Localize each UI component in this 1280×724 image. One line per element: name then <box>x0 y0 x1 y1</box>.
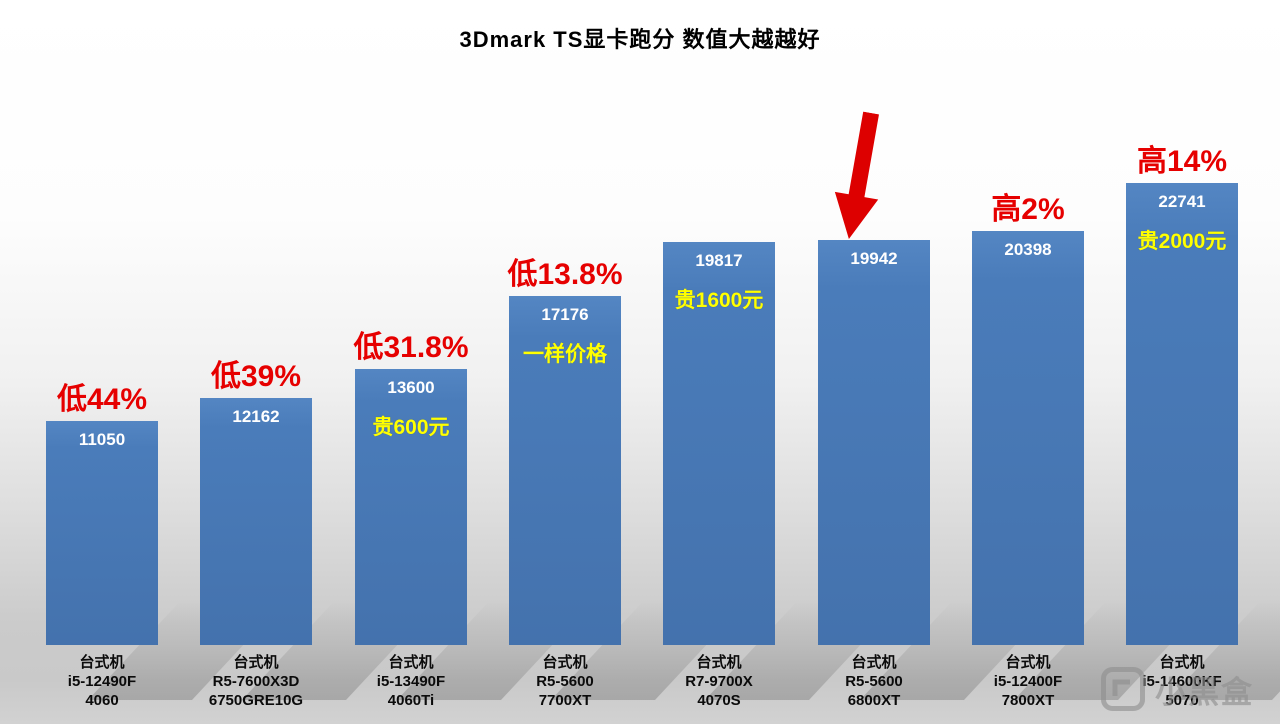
category-label-line: R7-9700X <box>685 673 753 690</box>
highlight-arrow-icon <box>819 108 900 244</box>
category-label: 台式机 i5-12490F 4060 <box>17 653 187 710</box>
category-label: 台式机 R5-7600X3D 6750GRE10G <box>171 653 341 710</box>
category-label-line: 台式机 <box>1159 654 1205 671</box>
category-label-line: 台式机 <box>851 654 897 671</box>
heybox-logo-icon <box>1101 667 1145 711</box>
category-label-line: 4060Ti <box>387 692 435 709</box>
bar-value-label: 19942 <box>850 249 898 268</box>
bar: 11050 <box>46 421 158 645</box>
watermark: 小黑盒 <box>1100 666 1254 712</box>
category-label: 台式机 R7-9700X 4070S <box>634 653 804 710</box>
bar: 22741 贵2000元 <box>1126 183 1238 645</box>
chart-title: 3Dmark TS显卡跑分 数值大越越好 <box>459 27 821 52</box>
category-label-line: R5-5600 <box>536 673 594 690</box>
category-label-line: 台式机 <box>233 654 279 671</box>
bar-value-label: 19817 <box>695 251 743 270</box>
bar: 20398 <box>972 231 1084 645</box>
bar-price-note: 贵2000元 <box>1137 230 1227 253</box>
bar: 12162 <box>200 398 312 645</box>
category-label: 台式机 i5-14600KF 5070 <box>1097 653 1267 710</box>
bar-diff-note: 低39% <box>210 360 302 393</box>
bar-price-note: 一样价格 <box>523 343 607 366</box>
bar-price-note: 贵1600元 <box>674 289 764 312</box>
category-label-line: 台式机 <box>696 654 742 671</box>
category-label-line: 4070S <box>697 692 741 709</box>
bar-value-label: 13600 <box>387 378 435 397</box>
bar-price-note: 贵600元 <box>372 416 450 439</box>
bar-value-label: 12162 <box>232 407 280 426</box>
bar-diff-note: 高14% <box>1136 145 1228 178</box>
watermark-text: 小黑盒 <box>1155 674 1254 710</box>
category-label-line: 台式机 <box>79 654 125 671</box>
category-label-line: 7800XT <box>1001 692 1055 709</box>
bar-value-label: 20398 <box>1004 240 1052 259</box>
bar-value-label: 17176 <box>541 305 589 324</box>
category-label: 台式机 R5-5600 7700XT <box>480 653 650 710</box>
category-label-line: 台式机 <box>388 654 434 671</box>
category-label-line: R5-5600 <box>845 673 903 690</box>
category-label-line: i5-12400F <box>993 673 1063 690</box>
category-label-line: 7700XT <box>538 692 592 709</box>
bar: 19942 <box>818 240 930 645</box>
category-label-line: 4060 <box>85 692 119 709</box>
category-label: 台式机 R5-5600 6800XT <box>789 653 959 710</box>
bar-diff-note: 低13.8% <box>507 258 623 291</box>
category-label-line: 6800XT <box>847 692 901 709</box>
category-label-line: R5-7600X3D <box>212 673 300 690</box>
category-label-line: i5-12490F <box>67 673 137 690</box>
bar-diff-note: 低44% <box>56 383 148 416</box>
category-label-line: 台式机 <box>542 654 588 671</box>
category-label: 台式机 i5-12400F 7800XT <box>943 653 1113 710</box>
bar-diff-note: 高2% <box>991 193 1065 226</box>
bar: 13600 贵600元 <box>355 369 467 645</box>
bar-value-label: 22741 <box>1158 192 1206 211</box>
bar: 19817 贵1600元 <box>663 242 775 645</box>
bar: 17176 一样价格 <box>509 296 621 645</box>
category-label: 台式机 i5-13490F 4060Ti <box>326 653 496 710</box>
category-label-line: 5070 <box>1165 692 1199 709</box>
bar-value-label: 11050 <box>78 430 126 449</box>
category-label-line: i5-14600KF <box>1142 673 1222 690</box>
category-label-line: 台式机 <box>1005 654 1051 671</box>
category-label-line: i5-13490F <box>376 673 446 690</box>
category-label-line: 6750GRE10G <box>208 692 304 709</box>
bar-diff-note: 低31.8% <box>353 331 469 364</box>
